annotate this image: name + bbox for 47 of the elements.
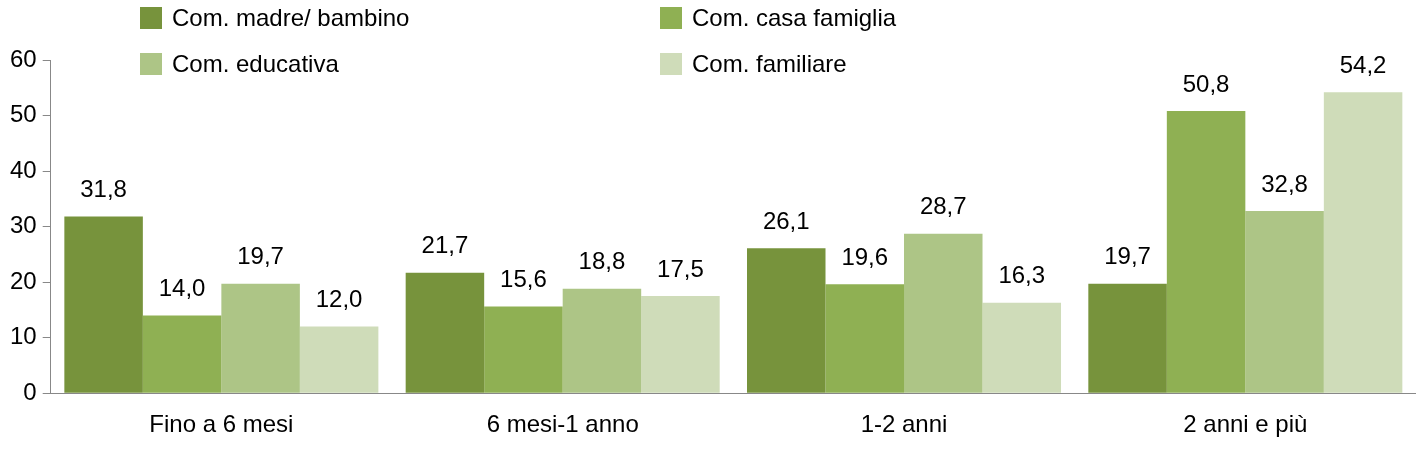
data-label: 17,5 [657, 254, 704, 282]
bar [1088, 283, 1167, 393]
y-tick-label: 0 [23, 377, 37, 405]
bar [1245, 211, 1324, 393]
bar [405, 272, 485, 393]
legend-label: Com. familiare [692, 50, 847, 78]
bar [747, 248, 826, 393]
data-label: 26,1 [762, 206, 810, 234]
legend-label: Com. casa famiglia [692, 4, 897, 32]
bar [904, 233, 983, 393]
y-tick-label: 40 [9, 155, 37, 183]
bar [484, 306, 563, 393]
bar [299, 326, 379, 393]
bar [562, 288, 642, 393]
bar [1166, 111, 1246, 393]
bar [221, 283, 300, 393]
legend-label: Com. educativa [172, 50, 339, 78]
y-tick-label: 60 [9, 44, 37, 72]
data-label: 28,7 [919, 192, 967, 220]
data-label: 19,6 [841, 242, 889, 270]
x-tick-label: 2 anni e più [1183, 410, 1308, 438]
y-tick-label: 10 [9, 322, 37, 350]
data-label: 32,8 [1261, 169, 1308, 197]
data-label: 54,2 [1339, 50, 1387, 78]
data-label: 19,7 [1104, 242, 1151, 270]
bar [1323, 92, 1403, 393]
x-tick-label: 1-2 anni [860, 410, 948, 438]
data-label: 18,8 [578, 247, 626, 275]
bar [142, 315, 222, 393]
data-label: 15,6 [500, 265, 547, 293]
data-label: 16,3 [998, 261, 1046, 289]
legend-label: Com. madre/ bambino [172, 4, 410, 32]
bar [982, 302, 1062, 393]
data-label: 19,7 [237, 242, 284, 270]
y-tick-label: 20 [9, 266, 37, 294]
data-label: 21,7 [421, 231, 469, 259]
y-tick-label: 50 [9, 100, 37, 128]
data-label: 50,8 [1182, 69, 1230, 97]
x-tick-label: Fino a 6 mesi [149, 410, 294, 438]
data-label: 12,0 [315, 285, 363, 313]
y-tick-label: 30 [9, 211, 37, 239]
bar [64, 216, 143, 393]
bar [641, 296, 720, 393]
data-label: 14,0 [158, 274, 206, 302]
x-tick-label: 6 mesi-1 anno [486, 410, 639, 438]
data-label: 31,8 [80, 175, 127, 203]
bar [825, 284, 905, 393]
